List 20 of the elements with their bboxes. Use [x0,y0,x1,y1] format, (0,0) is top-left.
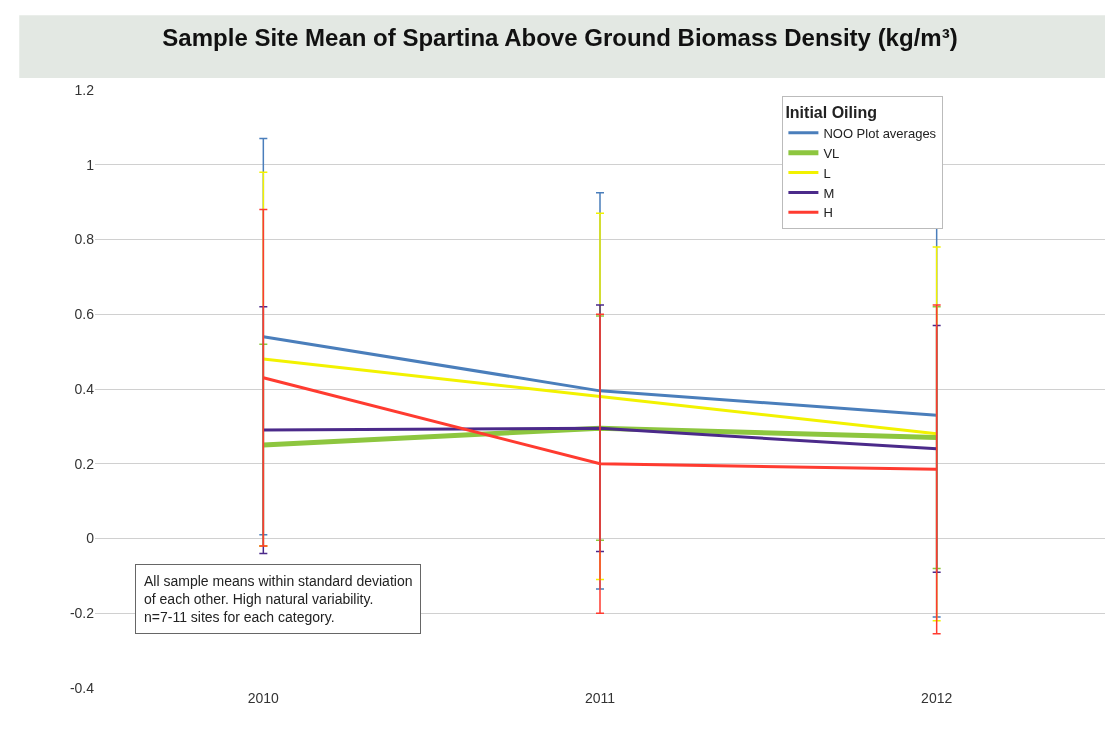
y-tick-label: 0.8 [74,231,95,248]
legend-label: H [823,205,833,221]
y-tick-label: -0.4 [69,679,95,696]
y-tick-label: 0.4 [74,380,95,397]
legend-label: L [823,165,831,181]
legend-label: NOO Plot averages [823,125,937,141]
legend-label: VL [823,145,840,161]
x-tick-label: 2011 [584,690,616,706]
legend-label: M [823,185,835,201]
y-tick-label: -0.2 [69,605,95,622]
x-tick-label: 2010 [247,690,280,706]
annotation: All sample means within standard deviation of each other. High natural variability. n=7-11 sites for each category. [144,573,413,626]
y-tick-label: 0.6 [74,306,95,323]
y-tick-label: 0.2 [74,455,95,472]
y-tick-label: 1 [86,156,95,173]
y-tick-label: 1.2 [74,81,95,98]
chart-title: Sample Site Mean of Spartina Above Ground Biomass Density (kg/m³) [162,24,958,52]
x-tick-label: 2012 [921,690,953,706]
y-tick-label: 0 [86,530,95,547]
legend-title: Initial Oiling [785,103,877,121]
